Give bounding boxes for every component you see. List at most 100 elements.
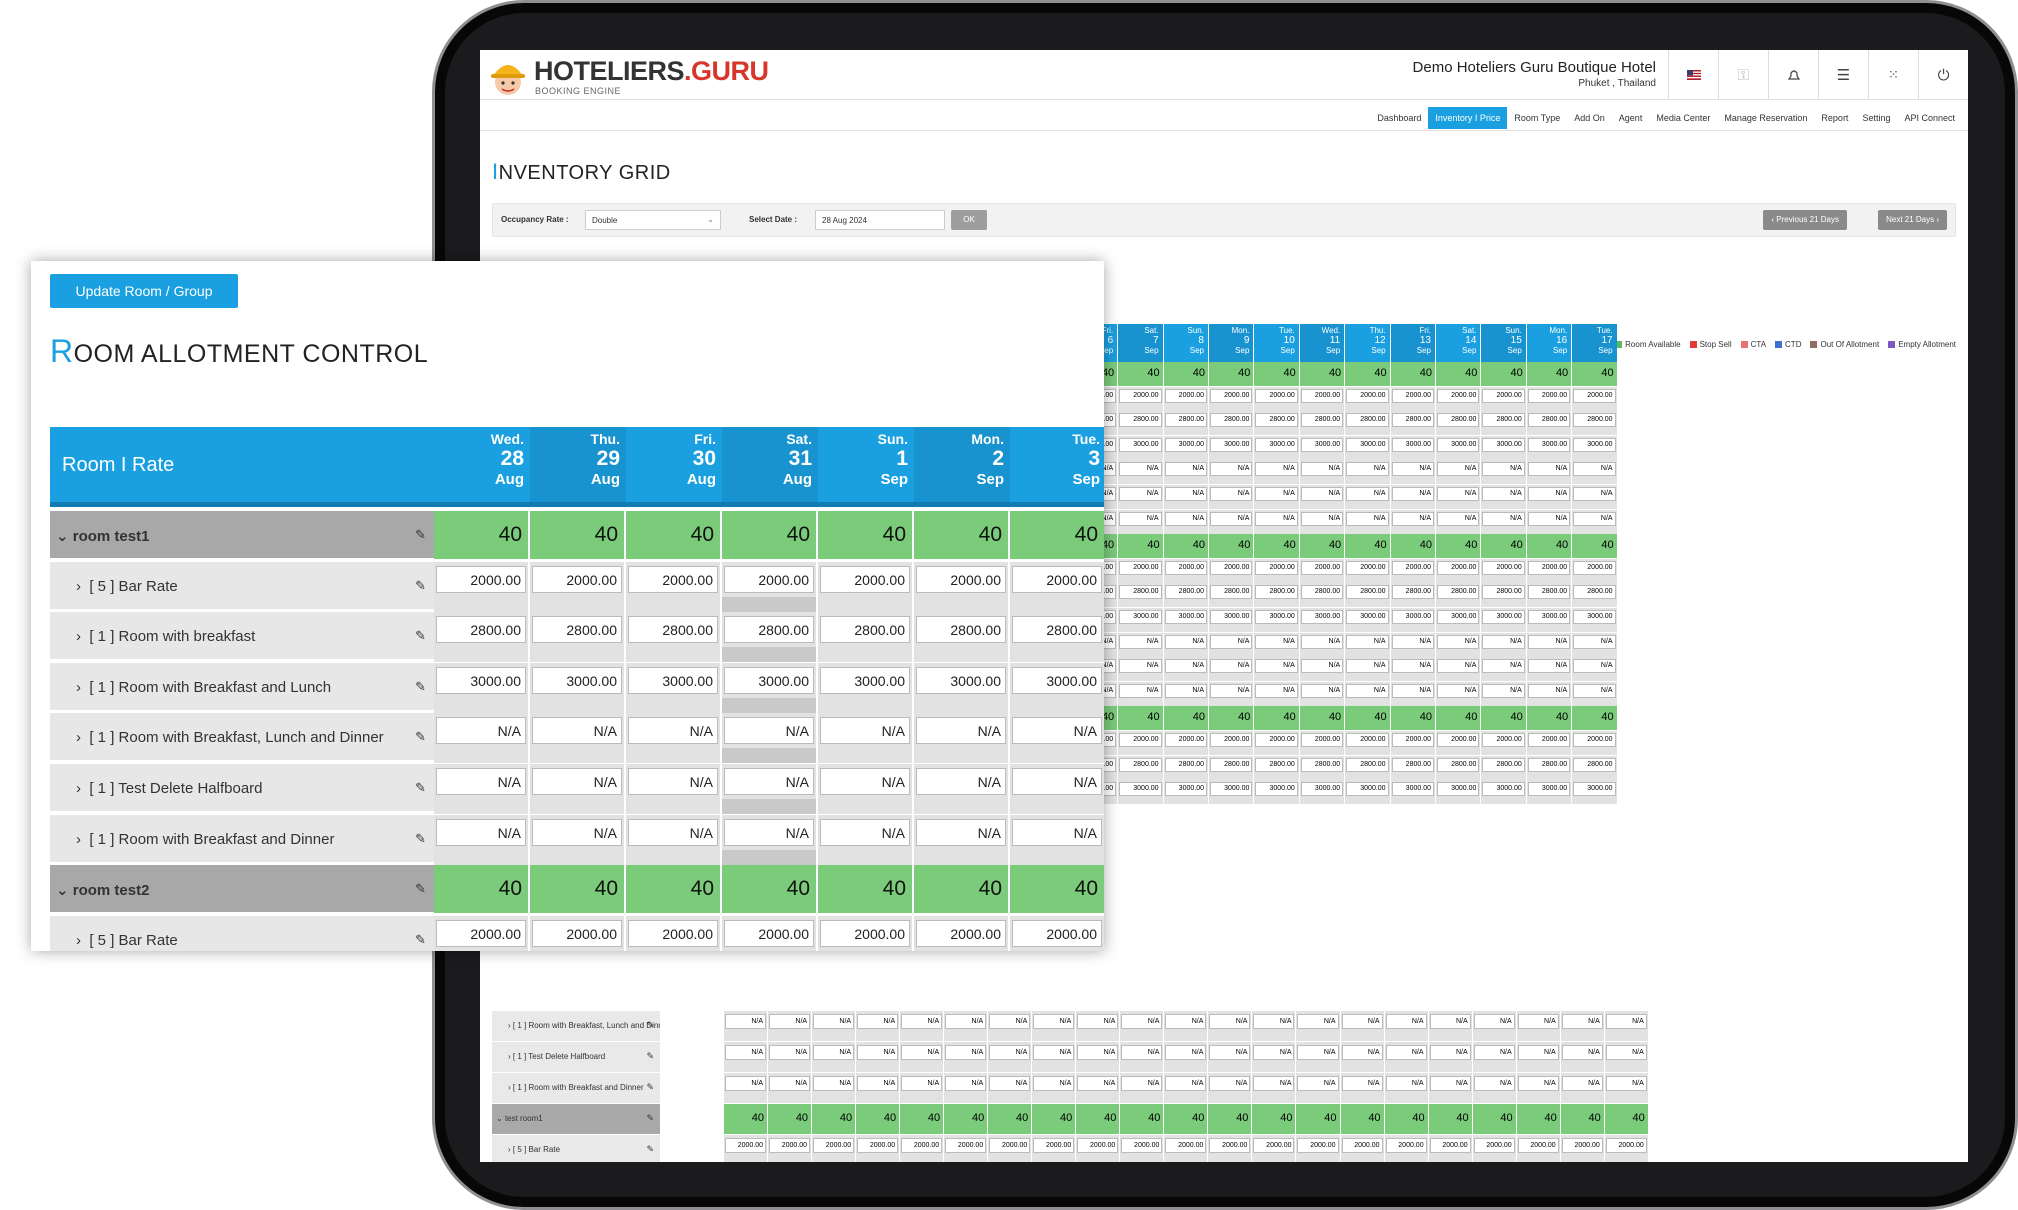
rate-input[interactable]: 3000.00 bbox=[1255, 437, 1298, 452]
rate-input[interactable]: N/A bbox=[1210, 683, 1253, 698]
rate-cell[interactable]: 2800.00 bbox=[1481, 411, 1526, 436]
rate-input[interactable]: 3000.00 bbox=[1482, 610, 1525, 624]
rate-input[interactable]: N/A bbox=[1297, 1076, 1339, 1091]
rate-input[interactable]: N/A bbox=[1077, 1045, 1119, 1060]
rate-cell[interactable]: N/A bbox=[1472, 1011, 1516, 1041]
rate-cell[interactable]: N/A bbox=[1572, 681, 1617, 706]
rate-cell[interactable]: 3000.00 bbox=[1436, 780, 1481, 805]
rate-input[interactable]: 3000.00 bbox=[1119, 782, 1162, 797]
rate-input[interactable]: 3000.00 bbox=[1573, 610, 1616, 624]
rate-input[interactable]: N/A bbox=[1300, 634, 1344, 649]
rate-input[interactable]: N/A bbox=[1527, 683, 1571, 698]
rate-input[interactable]: N/A bbox=[1209, 1045, 1251, 1060]
rate-input[interactable]: 2000.00 bbox=[857, 1138, 899, 1153]
edit-icon[interactable]: ✎ bbox=[646, 1051, 654, 1061]
rate-cell[interactable]: 2800.00 bbox=[1390, 411, 1435, 436]
rate-input[interactable]: 2000.00 bbox=[1119, 388, 1162, 403]
row-label[interactable]: › [ 5 ] Bar Rate ✎ bbox=[50, 915, 434, 951]
rate-input[interactable]: N/A bbox=[857, 1045, 899, 1060]
bell-icon[interactable] bbox=[1768, 50, 1818, 100]
rate-cell[interactable]: 3000.00 bbox=[1163, 608, 1208, 632]
rate-input[interactable]: N/A bbox=[1482, 634, 1525, 649]
rate-input[interactable]: 2800.00 bbox=[532, 616, 622, 644]
rate-cell[interactable]: 2000.00 bbox=[1572, 558, 1617, 583]
rate-input[interactable]: 2000.00 bbox=[1210, 733, 1253, 747]
rate-cell[interactable]: N/A bbox=[1560, 1011, 1604, 1041]
rate-cell[interactable]: N/A bbox=[1436, 632, 1481, 657]
rate-input[interactable]: 3000.00 bbox=[436, 666, 526, 694]
rate-input[interactable]: 2000.00 bbox=[1429, 1138, 1471, 1153]
rate-input[interactable]: N/A bbox=[1573, 634, 1616, 649]
rate-cell[interactable]: 2000.00 bbox=[1436, 558, 1481, 583]
edit-icon[interactable]: ✎ bbox=[646, 1082, 654, 1092]
rate-cell[interactable]: 2000.00 bbox=[818, 561, 914, 612]
rate-input[interactable]: N/A bbox=[813, 1045, 855, 1060]
rate-input[interactable]: N/A bbox=[1605, 1014, 1647, 1029]
rate-input[interactable]: 2800.00 bbox=[1346, 413, 1389, 428]
rate-cell[interactable]: N/A bbox=[530, 764, 626, 814]
rate-cell[interactable]: 2800.00 bbox=[1209, 583, 1254, 608]
rate-input[interactable]: 3000.00 bbox=[1346, 782, 1389, 797]
rate-cell[interactable]: N/A bbox=[724, 1011, 768, 1041]
rate-input[interactable]: 3000.00 bbox=[1210, 437, 1253, 452]
rate-cell[interactable]: N/A bbox=[1560, 1042, 1604, 1072]
rate-input[interactable]: N/A bbox=[1346, 683, 1389, 698]
key-icon[interactable]: ⚿ bbox=[1718, 50, 1768, 100]
rate-input[interactable]: 2800.00 bbox=[1300, 413, 1344, 428]
rate-input[interactable]: N/A bbox=[1605, 1076, 1647, 1091]
rate-input[interactable]: N/A bbox=[820, 717, 910, 745]
rate-input[interactable]: N/A bbox=[628, 768, 718, 795]
rate-cell[interactable]: N/A bbox=[1436, 460, 1481, 485]
row-label[interactable]: › [ 1 ] Test Delete Halfboard ✎ bbox=[492, 1042, 660, 1072]
rate-input[interactable]: 2000.00 bbox=[532, 919, 622, 947]
rate-input[interactable]: N/A bbox=[1429, 1045, 1471, 1060]
rate-cell[interactable]: 2800.00 bbox=[1209, 755, 1254, 780]
rate-cell[interactable]: 2000.00 bbox=[1472, 1135, 1516, 1162]
update-room-group-button[interactable]: Update Room / Group bbox=[50, 274, 238, 308]
rate-cell[interactable]: 2800.00 bbox=[1209, 411, 1254, 436]
rate-input[interactable]: 2800.00 bbox=[1573, 413, 1616, 428]
edit-icon[interactable]: ✎ bbox=[646, 1113, 654, 1123]
rate-input[interactable]: N/A bbox=[725, 1076, 767, 1091]
row-label[interactable]: › [ 1 ] Room with Breakfast, Lunch and D… bbox=[50, 713, 434, 763]
rate-input[interactable]: N/A bbox=[724, 768, 814, 795]
rate-cell[interactable]: N/A bbox=[1208, 1042, 1252, 1072]
row-label[interactable]: › [ 1 ] Room with breakfast ✎ bbox=[50, 612, 434, 662]
rate-input[interactable]: 2000.00 bbox=[1300, 560, 1344, 575]
rate-input[interactable]: 2800.00 bbox=[1300, 585, 1344, 600]
rate-cell[interactable]: 2800.00 bbox=[1345, 583, 1390, 608]
rate-input[interactable]: N/A bbox=[1077, 1014, 1119, 1029]
rate-input[interactable]: N/A bbox=[1165, 1045, 1207, 1060]
rate-input[interactable]: N/A bbox=[1255, 511, 1298, 526]
rate-input[interactable]: 2000.00 bbox=[820, 919, 910, 947]
rate-cell[interactable]: 2000.00 bbox=[1345, 558, 1390, 583]
rate-cell[interactable]: 2000.00 bbox=[1010, 561, 1104, 612]
rate-cell[interactable]: N/A bbox=[900, 1073, 944, 1103]
rate-cell[interactable]: 2000.00 bbox=[1572, 731, 1617, 755]
rate-input[interactable]: N/A bbox=[1300, 487, 1344, 501]
rate-cell[interactable]: 2000.00 bbox=[1163, 558, 1208, 583]
rate-cell[interactable]: N/A bbox=[626, 814, 722, 865]
rate-cell[interactable]: 3000.00 bbox=[914, 662, 1010, 713]
rate-input[interactable]: N/A bbox=[1391, 487, 1434, 501]
rate-input[interactable]: N/A bbox=[1429, 1076, 1471, 1091]
rate-cell[interactable]: N/A bbox=[1516, 1042, 1560, 1072]
rate-input[interactable]: 2800.00 bbox=[1527, 413, 1571, 428]
rate-cell[interactable]: 2000.00 bbox=[1526, 558, 1572, 583]
rate-cell[interactable]: 2000.00 bbox=[1010, 915, 1104, 951]
rate-cell[interactable]: 2000.00 bbox=[1209, 731, 1254, 755]
rate-input[interactable]: 2800.00 bbox=[1255, 585, 1298, 600]
rate-cell[interactable]: N/A bbox=[988, 1011, 1032, 1041]
rate-cell[interactable]: 3000.00 bbox=[1163, 780, 1208, 805]
rate-cell[interactable]: N/A bbox=[818, 713, 914, 764]
rate-input[interactable]: 2800.00 bbox=[1346, 585, 1389, 600]
rate-input[interactable]: 2000.00 bbox=[1527, 560, 1571, 575]
rate-input[interactable]: N/A bbox=[1033, 1045, 1075, 1060]
rate-cell[interactable]: N/A bbox=[1010, 764, 1104, 814]
rate-cell[interactable]: N/A bbox=[1384, 1042, 1428, 1072]
rate-input[interactable]: N/A bbox=[813, 1014, 855, 1029]
rate-cell[interactable]: 2800.00 bbox=[1254, 755, 1299, 780]
rate-cell[interactable]: N/A bbox=[1163, 681, 1208, 706]
rate-input[interactable]: 2800.00 bbox=[1482, 585, 1525, 600]
rate-cell[interactable]: 2000.00 bbox=[1481, 386, 1526, 411]
